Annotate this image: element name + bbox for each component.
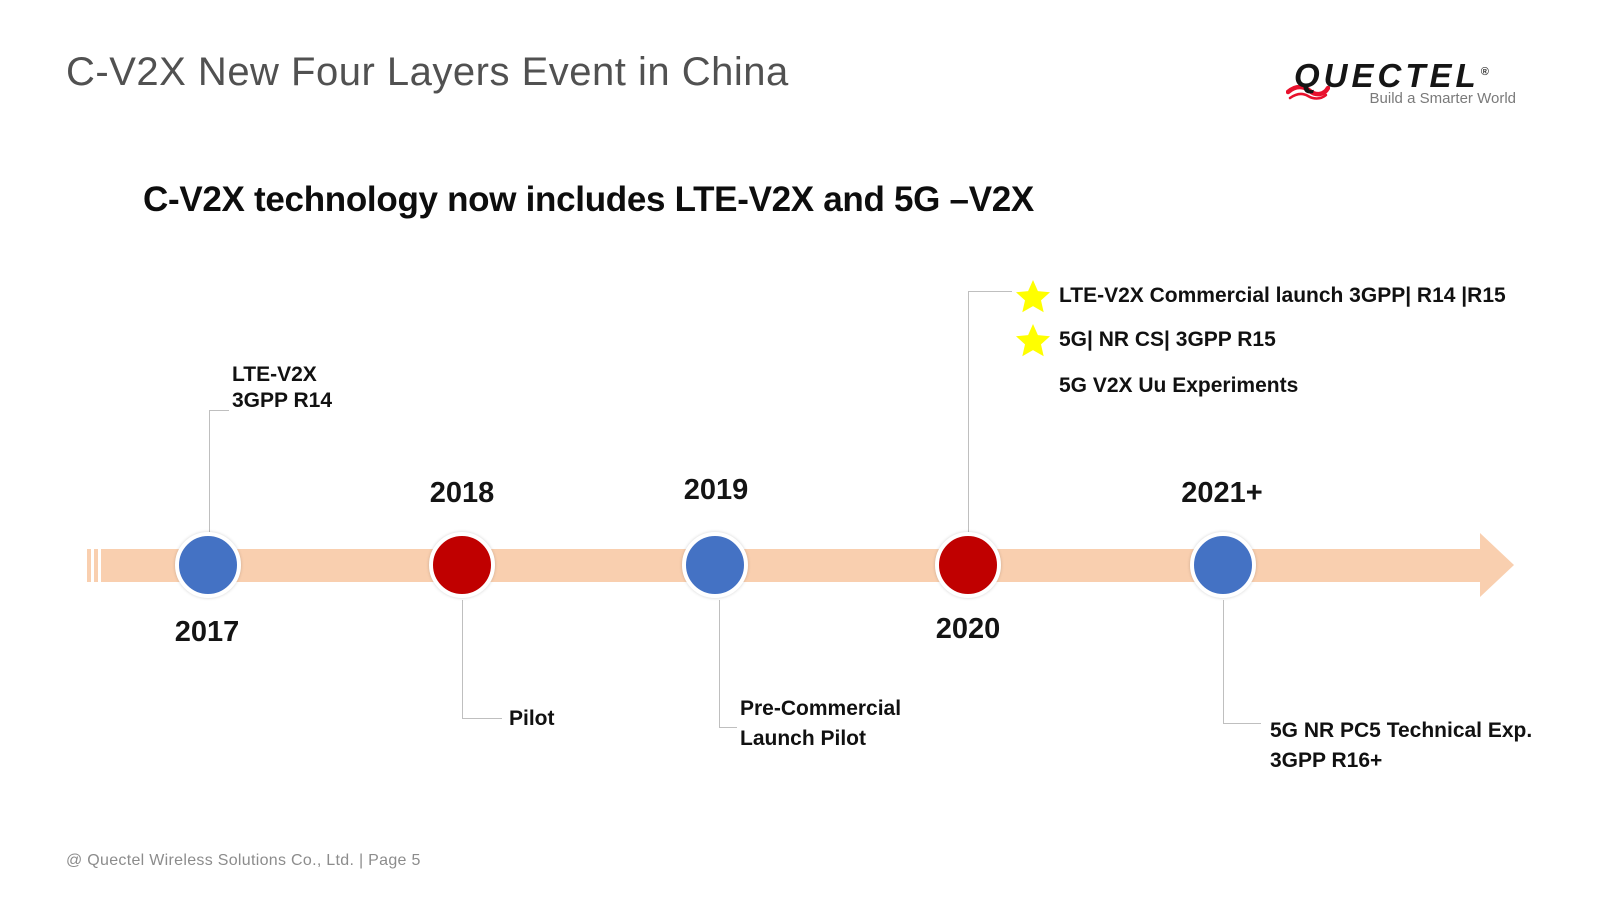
timeline-start-tick [87, 549, 91, 582]
footer-copyright: @ Quectel Wireless Solutions Co., Ltd. |… [66, 852, 421, 869]
connector-2020 [968, 291, 969, 532]
timeline-dot-2020 [935, 532, 1001, 598]
connector-2021-elbow [1223, 723, 1261, 724]
year-label-2019: 2019 [683, 474, 749, 506]
registered-mark: ® [1480, 66, 1489, 78]
callout-2017: LTE-V2X 3GPP R14 [232, 362, 332, 414]
timeline-dot-2021 [1190, 532, 1256, 598]
logo-brand: QUECTEL® [1294, 57, 1489, 94]
callout-line: 3GPP R14 [232, 389, 333, 412]
timeline-bar [101, 549, 1480, 582]
callout-line: Launch Pilot [740, 727, 866, 750]
connector-2018 [462, 600, 463, 718]
quectel-logo: QUECTEL® Build a Smarter World [1285, 57, 1538, 108]
logo-tagline: Build a Smarter World [1369, 90, 1516, 107]
milestone-item: 5G V2X Uu Experiments [1015, 366, 1298, 406]
timeline-dot-2019 [682, 532, 748, 598]
timeline-start-tick [94, 549, 98, 582]
milestone-item: LTE-V2X Commercial launch 3GPP| R14 |R15 [1015, 276, 1506, 316]
year-label-2017: 2017 [174, 616, 240, 648]
milestone-text: LTE-V2X Commercial launch 3GPP| R14 |R15 [1059, 284, 1506, 307]
connector-2020-elbow [968, 291, 1012, 292]
milestone-text: 5G| NR CS| 3GPP R15 [1059, 328, 1276, 351]
connector-2017-elbow [209, 410, 229, 411]
callout-line: 3GPP R16+ [1270, 749, 1383, 772]
slide-subtitle: C-V2X technology now includes LTE-V2X an… [143, 180, 1034, 219]
milestone-item: 5G| NR CS| 3GPP R15 [1015, 320, 1276, 360]
callout-2019: Pre-Commercial Launch Pilot [740, 694, 901, 754]
bullet-spacer [1015, 368, 1051, 404]
callout-line: LTE-V2X [232, 363, 317, 386]
timeline-dot-2018 [429, 532, 495, 598]
milestone-text: 5G V2X Uu Experiments [1059, 374, 1299, 397]
callout-line: Pilot [509, 707, 555, 730]
connector-2019 [719, 600, 720, 727]
callout-2021: 5G NR PC5 Technical Exp. 3GPP R16+ [1270, 716, 1532, 776]
callout-line: 5G NR PC5 Technical Exp. [1270, 719, 1533, 742]
connector-2017 [209, 410, 210, 532]
star-icon [1015, 322, 1051, 358]
connector-2019-elbow [719, 727, 737, 728]
year-label-2020: 2020 [935, 613, 1001, 645]
callout-2018: Pilot [509, 706, 555, 732]
star-icon [1015, 278, 1051, 314]
timeline-dot-2017 [175, 532, 241, 598]
connector-2018-elbow [462, 718, 502, 719]
year-label-2018: 2018 [429, 477, 495, 509]
connector-2021 [1223, 600, 1224, 723]
year-label-2021: 2021+ [1181, 477, 1263, 509]
logo-swoosh-icon [1285, 83, 1331, 108]
timeline-arrowhead-icon [1480, 533, 1514, 597]
page-title: C-V2X New Four Layers Event in China [66, 50, 789, 94]
callout-line: Pre-Commercial [740, 697, 902, 720]
